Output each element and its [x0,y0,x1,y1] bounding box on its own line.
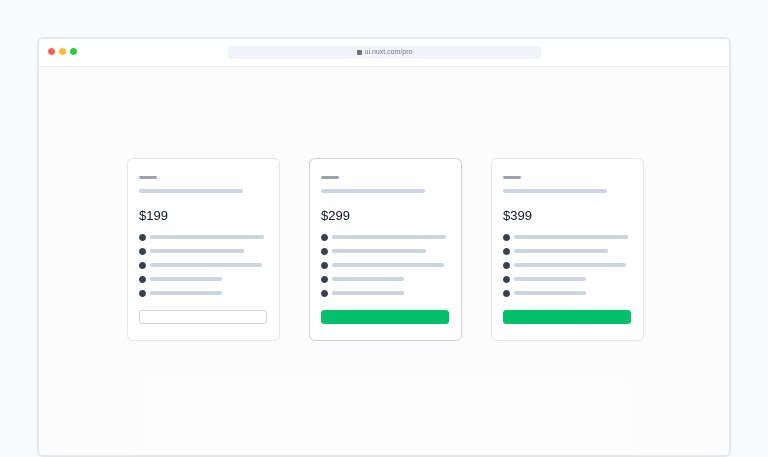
minimize-window-icon[interactable] [59,48,66,55]
feature-placeholder [514,263,626,267]
bullet-icon [139,233,146,241]
plan-description-placeholder [321,189,425,193]
plan-price: $199 [139,208,168,223]
bullet-icon [503,261,510,269]
plan-description-placeholder [503,189,607,193]
url-text: ui.nuxt.com/pro [364,49,413,56]
bullet-icon [503,233,510,241]
feature-item [503,289,586,297]
feature-item [139,233,264,241]
feature-item [139,289,222,297]
pricing-card: $399 [491,158,644,341]
bullet-icon [321,275,328,283]
feature-placeholder [332,291,404,295]
feature-item [321,261,444,269]
bullet-icon [321,261,328,269]
browser-titlebar: ui.nuxt.com/pro [39,39,729,67]
bullet-icon [503,289,510,297]
bullet-icon [321,289,328,297]
feature-placeholder [332,235,446,239]
select-plan-button[interactable] [503,310,631,324]
feature-placeholder [150,263,262,267]
bullet-icon [321,247,328,255]
pricing-card: $199 [127,158,280,341]
select-plan-button[interactable] [139,310,267,324]
lock-icon [356,50,362,55]
address-bar[interactable]: ui.nuxt.com/pro [228,46,541,59]
page-content: $199 $299 $399 [39,67,729,455]
faded-section [142,381,630,455]
feature-placeholder [332,263,444,267]
feature-placeholder [150,249,244,253]
feature-item [321,289,404,297]
feature-placeholder [332,249,426,253]
plan-name-placeholder [139,176,157,179]
maximize-window-icon[interactable] [70,48,77,55]
feature-item [321,275,404,283]
bullet-icon [139,289,146,297]
feature-item [321,247,426,255]
bullet-icon [321,233,328,241]
pricing-card: $299 [309,158,462,341]
plan-price: $299 [321,208,350,223]
feature-placeholder [514,291,586,295]
feature-placeholder [514,249,608,253]
feature-item [503,233,628,241]
bullet-icon [139,275,146,283]
plan-price: $399 [503,208,532,223]
plan-description-placeholder [139,189,243,193]
plan-name-placeholder [321,176,339,179]
feature-placeholder [150,235,264,239]
feature-item [503,275,586,283]
feature-item [139,261,262,269]
bullet-icon [503,247,510,255]
feature-item [321,233,446,241]
browser-window: ui.nuxt.com/pro $199 $299 $399 [37,37,731,457]
bullet-icon [139,261,146,269]
feature-placeholder [150,277,222,281]
bullet-icon [503,275,510,283]
plan-name-placeholder [503,176,521,179]
feature-item [503,247,608,255]
close-window-icon[interactable] [48,48,55,55]
feature-placeholder [332,277,404,281]
bullet-icon [139,247,146,255]
feature-placeholder [150,291,222,295]
feature-item [503,261,626,269]
feature-item [139,275,222,283]
feature-placeholder [514,235,628,239]
select-plan-button[interactable] [321,310,449,324]
feature-item [139,247,244,255]
feature-placeholder [514,277,586,281]
